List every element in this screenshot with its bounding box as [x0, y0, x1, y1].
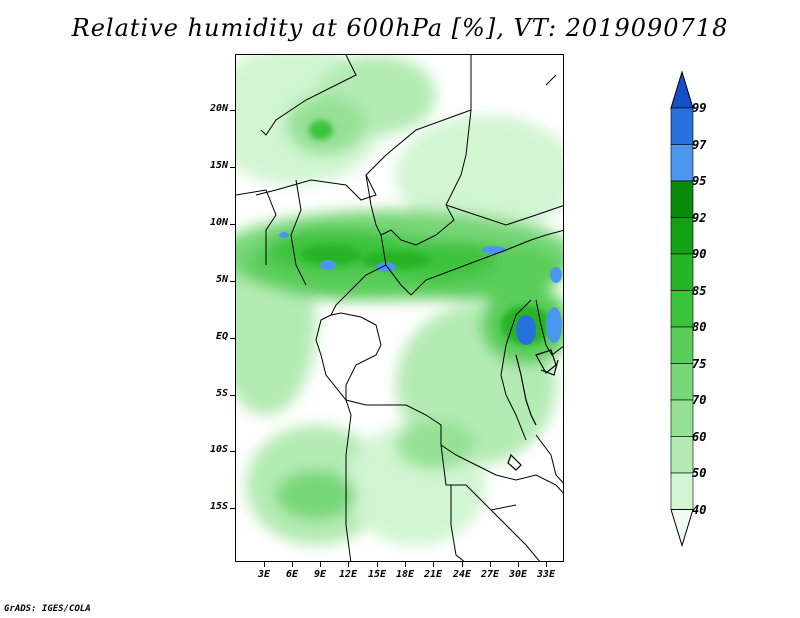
colorbar-bottom-arrow [670, 509, 694, 548]
colorbar-label-85: 85 [692, 284, 707, 298]
colorbar-bin [670, 290, 694, 328]
colorbar-bin [670, 363, 694, 401]
grads-credit: GrADS: IGES/COLA [4, 604, 91, 614]
lon-label-30e: 30E [508, 569, 528, 580]
lon-label-15e: 15E [367, 569, 387, 580]
colorbar-bin [670, 436, 694, 474]
colorbar-bin [670, 399, 694, 437]
lat-label-10s: 10S [209, 444, 228, 455]
colorbar-bin [670, 253, 694, 291]
lon-label-21e: 21E [423, 569, 443, 580]
colorbar-label-95: 95 [692, 174, 707, 188]
lon-label-27e: 27E [480, 569, 500, 580]
lon-label-6e: 6E [285, 569, 299, 580]
colorbar-bin [670, 326, 694, 364]
lat-label-20n: 20N [209, 103, 228, 114]
humidity-saturated-cells [279, 232, 562, 345]
colorbar-label-70: 70 [692, 393, 707, 407]
colorbar-bin [670, 217, 694, 255]
lon-label-3e: 3E [257, 569, 271, 580]
colorbar-label-92: 92 [692, 211, 707, 225]
colorbar-bin [670, 180, 694, 218]
colorbar [670, 70, 694, 548]
humidity-field [236, 55, 563, 561]
colorbar-label-99: 99 [692, 101, 707, 115]
lat-label-15n: 15N [209, 160, 228, 171]
lat-label-5n: 5N [215, 274, 228, 285]
colorbar-label-40: 40 [692, 503, 707, 517]
colorbar-label-75: 75 [692, 357, 707, 371]
lon-label-24e: 24E [452, 569, 472, 580]
lon-label-12e: 12E [338, 569, 358, 580]
lake-outlines [507, 349, 559, 471]
colorbar-bin [670, 107, 694, 145]
map-plot-area [235, 54, 564, 562]
colorbar-label-90: 90 [692, 247, 707, 261]
colorbar-label-97: 97 [692, 138, 707, 152]
colorbar-top-arrow [670, 70, 694, 109]
colorbar-label-50: 50 [692, 466, 707, 480]
colorbar-label-60: 60 [692, 430, 707, 444]
colorbar-label-80: 80 [692, 320, 707, 334]
map-title: Relative humidity at 600hPa [%], VT: 201… [71, 14, 729, 42]
lat-label-10n: 10N [209, 217, 228, 228]
lon-label-9e: 9E [313, 569, 327, 580]
lat-label-5s: 5S [215, 388, 228, 399]
colorbar-bin [670, 144, 694, 182]
lon-label-18e: 18E [395, 569, 415, 580]
humidity-shading [236, 55, 563, 545]
lon-label-33e: 33E [536, 569, 556, 580]
lat-label-eq: EQ [215, 331, 228, 342]
country-borders [236, 55, 563, 561]
lat-label-15s: 15S [209, 501, 228, 512]
colorbar-bin [670, 472, 694, 510]
